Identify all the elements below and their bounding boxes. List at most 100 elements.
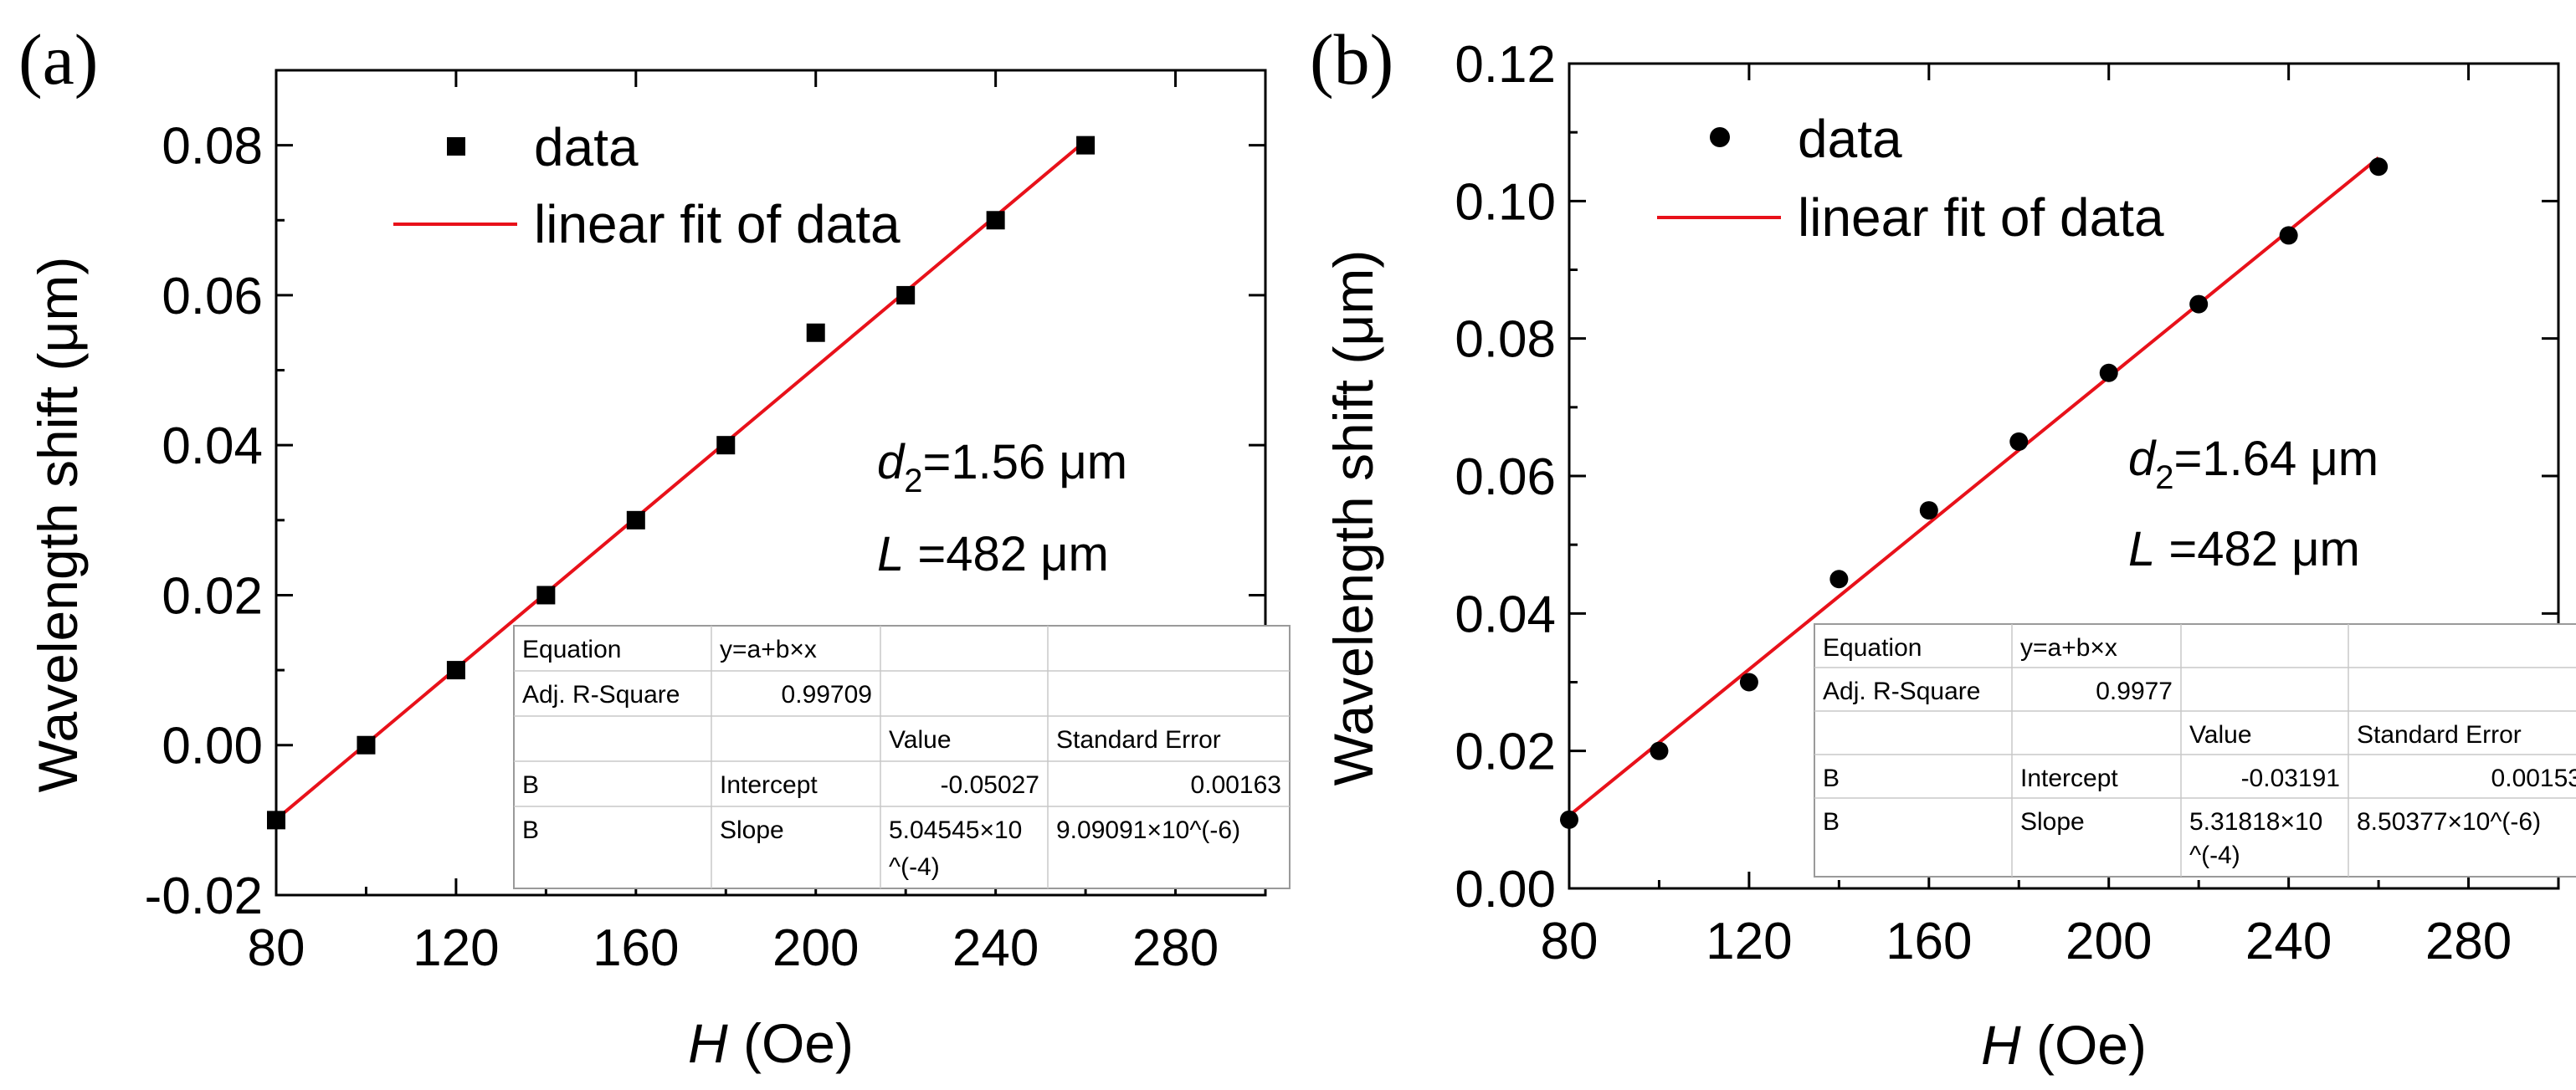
x-tick-label: 240 bbox=[952, 919, 1039, 977]
y-tick-label: 0.08 bbox=[1455, 311, 1556, 369]
annotation-d-sub: 2 bbox=[2155, 459, 2173, 496]
annotation-d-value: =1.56 μm bbox=[923, 435, 1128, 489]
data-point bbox=[1650, 741, 1669, 760]
legend-data-label: data bbox=[534, 117, 639, 177]
fit-table-cell: B bbox=[1823, 808, 1840, 836]
x-tick-label: 120 bbox=[1706, 913, 1792, 970]
x-tick-label: 160 bbox=[593, 919, 679, 977]
x-tick-label: 120 bbox=[413, 919, 499, 977]
fit-table-cell: -0.05027 bbox=[941, 771, 1039, 799]
x-tick-label: 240 bbox=[2245, 913, 2332, 970]
fit-table-cell: y=a+b×x bbox=[720, 636, 817, 663]
fit-table-frame bbox=[513, 625, 1291, 889]
data-point bbox=[806, 323, 825, 342]
fit-table-cell: Value bbox=[889, 726, 952, 754]
fit-table-cell: 8.50377×10^(-6) bbox=[2357, 808, 2541, 836]
fit-table-cell: Intercept bbox=[2020, 765, 2118, 792]
fit-table-cell: -0.03191 bbox=[2241, 765, 2340, 792]
annotation-thickness: d2=1.64 μm bbox=[2128, 432, 2378, 496]
fit-table-frame bbox=[1814, 623, 2576, 878]
fit-table-cell: y=a+b×x bbox=[2020, 634, 2117, 662]
legend-fit-label: linear fit of data bbox=[534, 194, 901, 254]
annotation-l-var: L bbox=[877, 527, 904, 581]
annotation-d-value: =1.64 μm bbox=[2174, 432, 2379, 486]
fit-table-cell: Slope bbox=[720, 816, 784, 844]
data-point bbox=[446, 661, 465, 680]
x-axis-title: H (Oe) bbox=[688, 1012, 854, 1074]
y-tick-label: 0.02 bbox=[162, 567, 263, 625]
x-tick-label: 200 bbox=[2065, 913, 2152, 970]
x-tick-label: 80 bbox=[248, 919, 305, 977]
x-axis-var: H bbox=[688, 1012, 728, 1074]
legend-fit-label: linear fit of data bbox=[1798, 187, 2164, 248]
y-tick-label: 0.04 bbox=[162, 417, 263, 475]
x-tick-label: 280 bbox=[1132, 919, 1219, 977]
annotation-d-var: d bbox=[877, 435, 906, 489]
chart-panel-a: (a) 80 120 160 200 240 280 -0.02 0.00 0.02 0.04 0.0… bbox=[18, 19, 1291, 1074]
fit-table: Equation y=a+b×x Adj. R-Square 0.9977 Value S… bbox=[1814, 623, 2576, 878]
fit-table-cell: Adj. R-Square bbox=[1823, 678, 1980, 705]
data-point bbox=[986, 211, 1005, 230]
data-point bbox=[716, 436, 736, 455]
fit-table-cell: 9.09091×10^(-6) bbox=[1056, 816, 1240, 844]
data-point bbox=[626, 510, 645, 530]
annotation-length: L =482 μm bbox=[877, 527, 1109, 581]
x-tick-label: 280 bbox=[2425, 913, 2512, 970]
y-tick-label: 0.06 bbox=[162, 268, 263, 325]
data-point bbox=[357, 735, 376, 755]
fit-table-cell-wrap: ^(-4) bbox=[2189, 842, 2240, 869]
y-tick-label: 0.00 bbox=[162, 718, 263, 775]
fit-table-cell: Value bbox=[2189, 721, 2252, 749]
fit-line bbox=[1568, 156, 2380, 817]
data-point bbox=[1919, 501, 1938, 520]
x-tick-label: 200 bbox=[772, 919, 859, 977]
fit-line bbox=[275, 139, 1087, 821]
y-axis-title: Wavelength shift (μm) bbox=[27, 257, 89, 793]
y-tick-label: 0.08 bbox=[162, 118, 263, 176]
data-point bbox=[1076, 136, 1096, 155]
y-tick-label: 0.06 bbox=[1455, 448, 1556, 506]
fit-table-cell: 5.04545×10 bbox=[889, 816, 1022, 844]
plot-frame bbox=[275, 69, 1267, 897]
y-tick-label: 0.02 bbox=[1455, 724, 1556, 781]
fit-table-cell: Adj. R-Square bbox=[522, 681, 680, 709]
fit-table-cell: Standard Error bbox=[2357, 721, 2522, 749]
panel-label: (b) bbox=[1310, 19, 1393, 100]
x-tick-label: 80 bbox=[1541, 913, 1598, 970]
data-point bbox=[2099, 363, 2118, 382]
fit-table-cell: 0.00163 bbox=[1191, 771, 1281, 799]
data-point bbox=[1739, 673, 1758, 692]
data-point bbox=[1560, 810, 1578, 829]
data-point bbox=[536, 586, 556, 605]
fit-table-cell: Equation bbox=[522, 636, 621, 663]
fit-table-cell: Intercept bbox=[720, 771, 818, 799]
fit-table-cell: Standard Error bbox=[1056, 726, 1221, 754]
data-point bbox=[2009, 432, 2029, 451]
fit-table-cell: B bbox=[1823, 765, 1840, 792]
fit-table-cell: 0.00153 bbox=[2491, 765, 2576, 792]
annotation-d-var: d bbox=[2128, 432, 2157, 486]
fit-table-cell: 0.99709 bbox=[782, 681, 872, 709]
annotation-l-var: L bbox=[2128, 522, 2155, 576]
y-tick-label: 0.00 bbox=[1455, 861, 1556, 919]
y-tick-label: -0.02 bbox=[145, 867, 263, 925]
y-axis-title: Wavelength shift (μm) bbox=[1322, 250, 1384, 786]
fit-table-cell-wrap: ^(-4) bbox=[889, 853, 940, 881]
panel-label: (a) bbox=[18, 19, 98, 100]
legend-data-label: data bbox=[1798, 109, 1902, 169]
fit-table-cell: Equation bbox=[1823, 634, 1922, 662]
data-point bbox=[896, 285, 916, 304]
fit-table-cell: B bbox=[522, 816, 539, 844]
annotation-d-sub: 2 bbox=[904, 463, 922, 499]
fit-table-cell: 5.31818×10 bbox=[2189, 808, 2322, 836]
annotation-l-value: =482 μm bbox=[2155, 522, 2360, 576]
data-point bbox=[1829, 570, 1849, 589]
y-tick-label: 0.12 bbox=[1455, 36, 1556, 94]
fit-table-cell: B bbox=[522, 771, 539, 799]
x-axis-unit: (Oe) bbox=[728, 1012, 854, 1074]
x-axis-var: H bbox=[1981, 1014, 2021, 1076]
annotation-thickness: d2=1.56 μm bbox=[877, 435, 1127, 499]
data-point bbox=[2279, 226, 2298, 245]
fit-table: Equation y=a+b×x Adj. R-Square 0.99709 Value… bbox=[513, 625, 1291, 889]
annotation-length: L =482 μm bbox=[2128, 522, 2360, 576]
